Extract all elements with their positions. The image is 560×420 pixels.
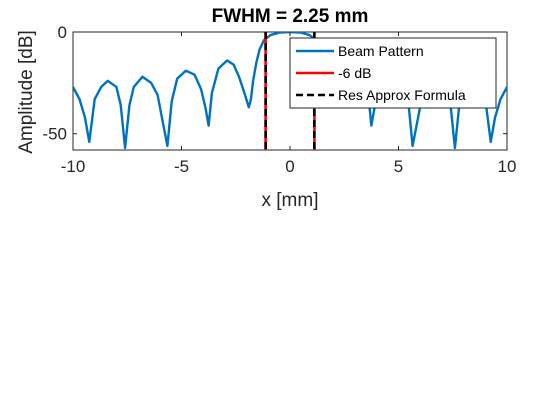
y-tick-label-1: 0 — [58, 23, 67, 42]
legend-label-3: Res Approx Formula — [338, 87, 466, 103]
x-tick-label-4: 5 — [394, 157, 403, 176]
legend: Beam Pattern -6 dB Res Approx Formula — [289, 37, 497, 109]
x-tick-label-3: 0 — [285, 157, 294, 176]
y-tick-label-2: -50 — [42, 125, 67, 144]
x-axis-label: x [mm] — [262, 190, 319, 211]
x-tick-label-2: -5 — [174, 157, 189, 176]
legend-label-1: Beam Pattern — [338, 43, 424, 59]
x-tick-label-1: -10 — [61, 157, 86, 176]
y-axis-label: Amplitude [dB] — [16, 30, 37, 154]
x-tick-label-5: 10 — [498, 157, 517, 176]
chart-title: FWHM = 2.25 mm — [212, 6, 369, 27]
legend-label-2: -6 dB — [338, 65, 371, 81]
